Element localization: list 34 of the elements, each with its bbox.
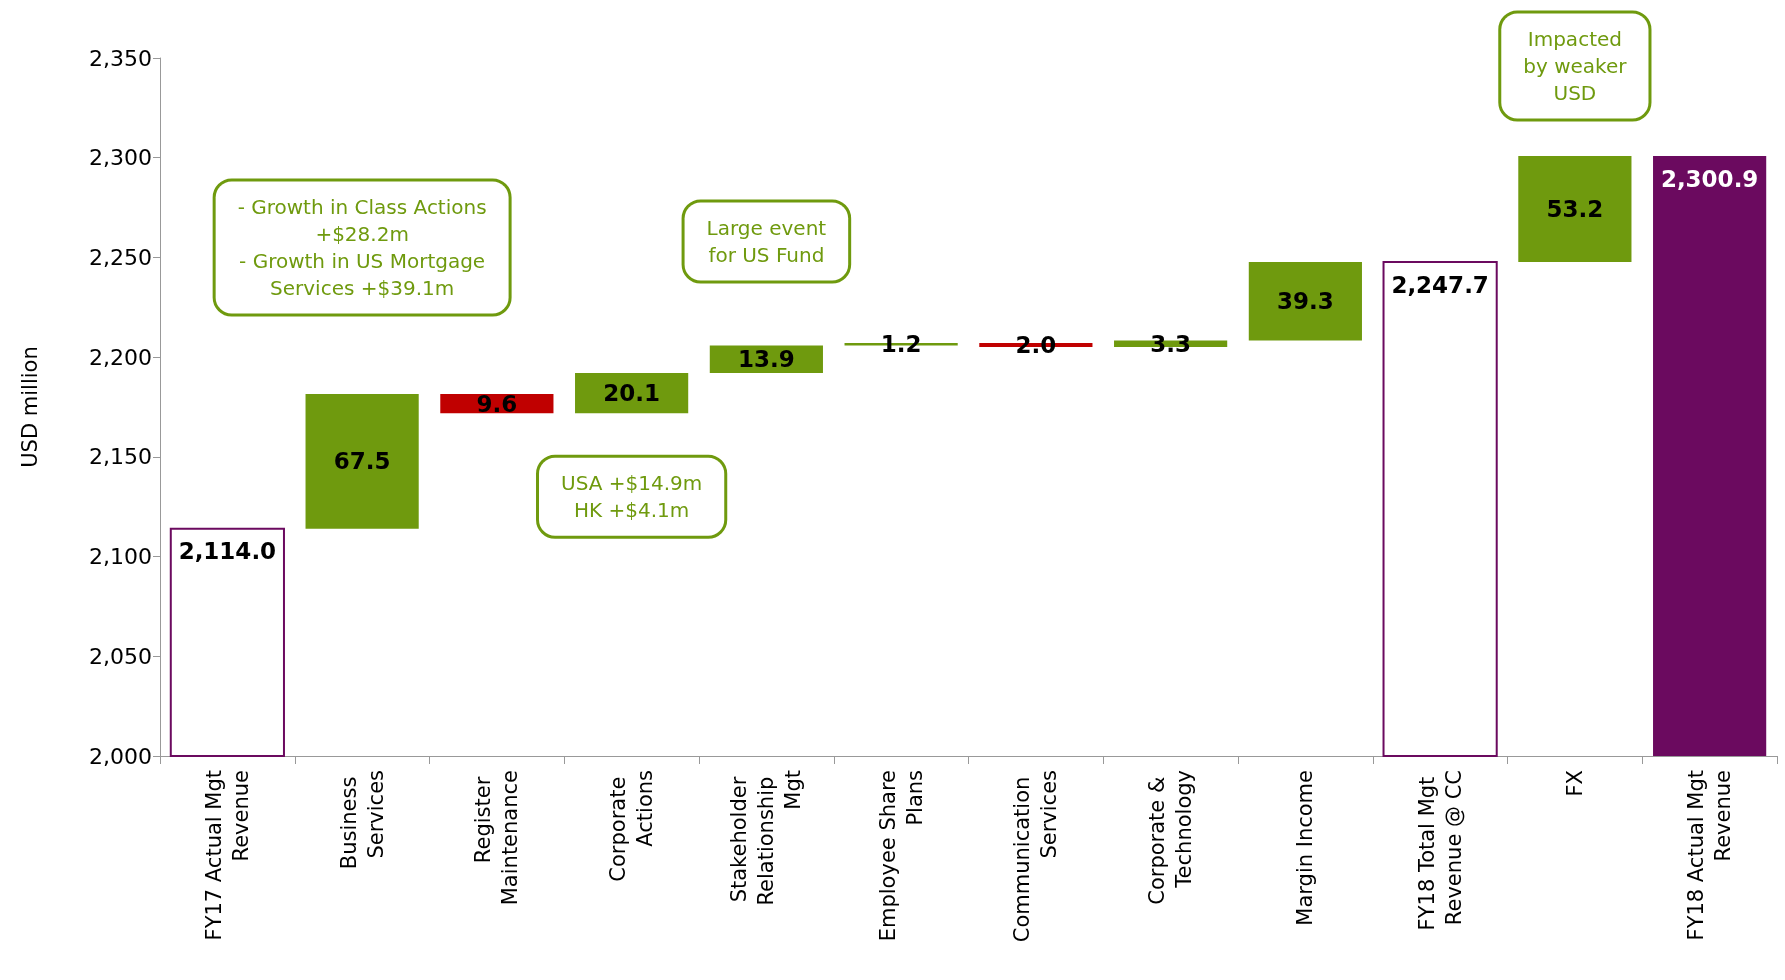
annotation: USA +$14.9m HK +$4.1m bbox=[561, 471, 703, 523]
x-tick-label: Stakeholder Relationship Mgt bbox=[727, 770, 806, 906]
x-tick-label: FY18 Total Mgt Revenue @ CC bbox=[1414, 770, 1466, 931]
y-tick-label: 2,250 bbox=[89, 244, 152, 270]
y-tick-label: 2,350 bbox=[89, 45, 152, 71]
annotation: Large event for US Fund bbox=[706, 215, 827, 267]
data-label: 53.2 bbox=[1546, 195, 1604, 222]
data-label: 2,114.0 bbox=[178, 538, 277, 565]
data-label: 39.3 bbox=[1277, 288, 1334, 315]
y-tick-label: 2,150 bbox=[89, 444, 152, 470]
x-tick-label: FY17 Actual Mgt Revenue bbox=[201, 770, 253, 941]
data-label: 9.6 bbox=[476, 390, 518, 417]
x-tick-label: Margin Income bbox=[1293, 770, 1318, 926]
y-tick-label: 2,200 bbox=[89, 344, 152, 370]
y-tick-label: 2,300 bbox=[89, 145, 152, 171]
data-label: 2,247.7 bbox=[1391, 271, 1489, 298]
y-axis-title: USD million bbox=[17, 346, 42, 468]
y-tick-label: 2,050 bbox=[89, 643, 152, 669]
x-tick-label: FX bbox=[1562, 770, 1587, 797]
y-tick-label: 2,100 bbox=[89, 544, 152, 570]
x-tick-label: FY18 Actual Mgt Revenue bbox=[1684, 770, 1736, 941]
x-tick-label: Employee Share Plans bbox=[875, 770, 927, 942]
x-tick-label: Business Services bbox=[336, 770, 388, 870]
annotation: Impacted by weaker USD bbox=[1523, 26, 1628, 105]
annotation: - Growth in Class Actions +$28.2m - Growth in US Mortgage Services +$39.1m bbox=[237, 194, 487, 300]
data-label: 13.9 bbox=[738, 346, 795, 373]
x-tick-label: Corporate Actions bbox=[606, 770, 658, 882]
y-tick-label: 2,000 bbox=[89, 743, 152, 769]
data-label: 20.1 bbox=[603, 380, 660, 407]
x-tick-label: Communication Services bbox=[1010, 770, 1062, 943]
x-tick-label: Register Maintenance bbox=[471, 770, 523, 906]
x-tick-label: Corporate & Technology bbox=[1145, 770, 1197, 905]
data-label: 67.5 bbox=[333, 448, 391, 475]
data-label: 2,300.9 bbox=[1660, 166, 1759, 193]
